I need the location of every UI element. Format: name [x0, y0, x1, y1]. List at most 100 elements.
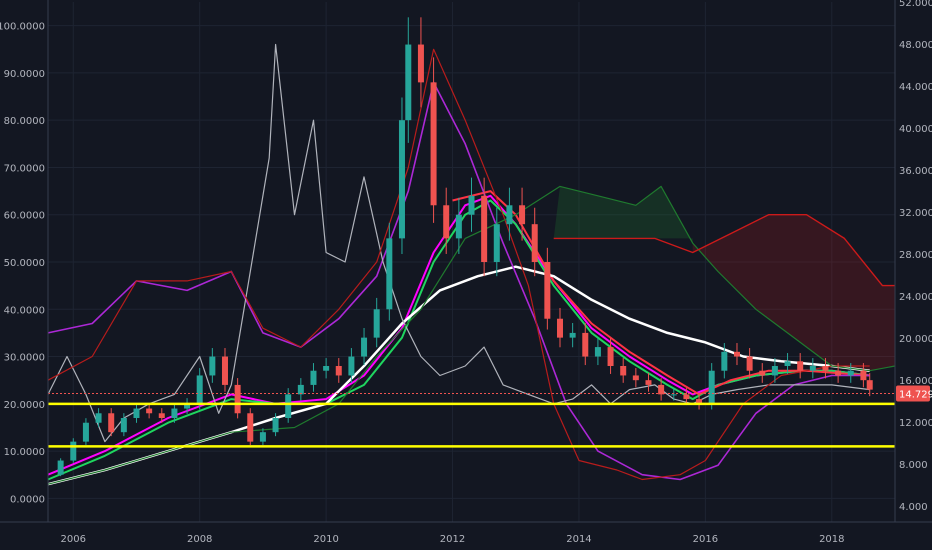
candle-body — [297, 384, 304, 395]
x-tick-label: 2016 — [693, 534, 718, 545]
candle-body — [184, 403, 191, 409]
left-tick-label: 50.0000 — [4, 258, 45, 269]
candle-body — [607, 347, 614, 366]
ichimoku-cloud — [553, 186, 895, 371]
right-tick-label: 40.000 — [899, 124, 932, 135]
candle-body — [70, 441, 77, 461]
candle-body — [455, 214, 462, 239]
candle-body — [196, 375, 203, 404]
candle-body — [860, 370, 867, 381]
candle-body — [108, 413, 115, 433]
candle-body — [708, 370, 715, 404]
candle-body — [247, 413, 254, 442]
candle-body — [632, 375, 639, 381]
candle-body — [544, 262, 551, 319]
candle-body — [835, 370, 842, 376]
left-tick-label: 30.0000 — [4, 353, 45, 364]
last-price-badge — [896, 385, 930, 402]
candle-body — [430, 82, 437, 206]
last-price-tag: 14.729 — [896, 385, 932, 402]
candle-body — [373, 309, 380, 338]
left-tick-label: 40.0000 — [4, 305, 45, 316]
candle-body — [531, 224, 538, 262]
candle-body — [771, 366, 778, 376]
right-tick-label: 24.000 — [899, 292, 932, 303]
horizontal-levels — [48, 393, 895, 448]
candle-body — [259, 432, 266, 442]
x-tick-label: 2008 — [187, 534, 212, 545]
candle-body — [443, 205, 450, 239]
candle-body — [866, 380, 873, 390]
x-tick-label: 2010 — [313, 534, 338, 545]
candle-body — [519, 205, 526, 225]
indicator-line — [47, 81, 870, 481]
right-tick-label: 52.000 — [899, 0, 932, 9]
x-tick-label: 2018 — [819, 534, 844, 545]
right-tick-label: 12.000 — [899, 418, 932, 429]
candle-body — [417, 44, 424, 83]
candle-body — [57, 460, 64, 475]
candle-body — [658, 384, 665, 395]
candle-body — [285, 394, 292, 418]
candle-body — [683, 394, 690, 400]
right-tick-label: 44.000 — [899, 82, 932, 93]
candle-body — [171, 408, 178, 418]
candle-body — [335, 366, 342, 376]
right-tick-label: 28.000 — [899, 250, 932, 261]
right-tick-label: 8.000 — [899, 460, 928, 471]
candle-body — [645, 380, 652, 385]
candle-body — [733, 351, 740, 357]
right-tick-label: 4.000 — [899, 502, 928, 513]
right-tick-label: 32.000 — [899, 208, 932, 219]
left-tick-label: 10.0000 — [4, 447, 45, 458]
left-tick-label: 60.0000 — [4, 211, 45, 222]
left-tick-label: 20.0000 — [4, 400, 45, 411]
right-tick-label: 36.000 — [899, 166, 932, 177]
right-tick-label: 16.000 — [899, 376, 932, 387]
candle-body — [146, 408, 153, 414]
candle-body — [809, 366, 816, 371]
indicator-line — [47, 48, 870, 481]
candle-body — [569, 332, 576, 338]
candle-body — [784, 361, 791, 366]
candle-body — [847, 370, 854, 376]
candle-body — [822, 366, 829, 371]
candle-body — [797, 361, 804, 371]
candle-body — [95, 413, 102, 423]
left-tick-label: 70.0000 — [4, 163, 45, 174]
candle-body — [670, 394, 677, 396]
candle-body — [221, 356, 228, 385]
right-tick-label: 20.000 — [899, 334, 932, 345]
candle-body — [323, 366, 330, 371]
candles — [57, 17, 873, 477]
candle-body — [133, 408, 140, 418]
cloud-bear — [692, 214, 895, 371]
indicator-line — [47, 43, 870, 443]
left-tick-label: 0.0000 — [10, 494, 45, 505]
left-tick-label: 100.0000 — [0, 22, 45, 33]
last-price-label: 14.729 — [899, 390, 932, 401]
candle-body — [468, 195, 475, 215]
x-tick-label: 2006 — [61, 534, 86, 545]
candle-body — [594, 347, 601, 357]
x-tick-label: 2014 — [566, 534, 591, 545]
candle-body — [120, 418, 127, 433]
indicator-line — [47, 199, 870, 481]
candle-body — [696, 399, 703, 404]
candle-body — [234, 384, 241, 414]
candle-body — [82, 422, 89, 442]
cloud-bull — [553, 186, 693, 244]
candle-body — [272, 418, 279, 433]
candle-body — [556, 318, 563, 338]
candle-body — [209, 356, 216, 376]
candle-body — [481, 195, 488, 262]
candle-body — [746, 356, 753, 371]
candle-body — [721, 351, 728, 371]
candle-body — [582, 332, 589, 357]
candle-body — [386, 238, 393, 310]
candle-body — [405, 44, 412, 121]
candle-body — [493, 224, 500, 262]
